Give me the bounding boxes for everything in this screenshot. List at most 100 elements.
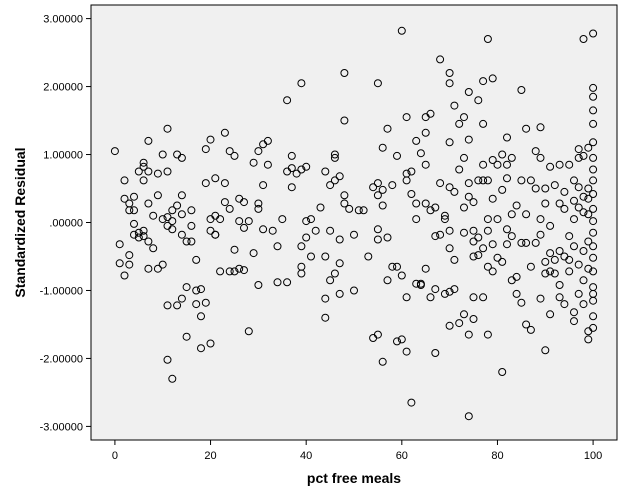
data-point [259,225,268,234]
data-point [503,240,511,249]
data-point [130,206,138,215]
data-point [412,279,421,288]
data-point [503,225,511,234]
data-point [163,213,172,222]
data-point [426,293,435,302]
data-point [589,29,598,38]
data-point [584,264,593,273]
data-point [120,271,129,280]
data-point [460,228,468,237]
data-point [397,335,406,344]
data-point [115,240,124,249]
x-tick-label: 20 [204,450,216,462]
data-point [345,204,354,213]
data-point [589,296,598,305]
data-point [570,215,578,224]
data-point [589,312,598,321]
data-point [388,181,397,190]
data-point [402,113,411,122]
data-point [273,278,282,287]
data-point [393,337,401,346]
data-point [546,249,555,258]
data-point [163,355,172,364]
data-point [483,215,492,224]
x-tick-label: 60 [396,450,408,462]
data-point [373,330,382,339]
data-point [340,199,349,208]
data-point [144,167,153,176]
data-point [373,79,382,88]
data-point [589,242,598,251]
data-point [445,138,454,147]
data-point [335,259,344,268]
data-point [469,315,478,323]
data-point [201,179,210,188]
data-point [450,285,459,294]
data-point [402,293,411,302]
data-point [263,160,272,169]
data-point [206,339,215,348]
data-point [464,135,473,144]
y-tick-label: 2.00000 [43,82,83,94]
data-point [579,208,588,217]
data-point [526,262,535,271]
data-point [464,412,473,421]
data-point [397,26,406,35]
data-point [144,199,153,208]
data-point [182,332,191,341]
data-point [570,308,578,317]
data-point [134,233,143,242]
data-point [550,181,559,190]
data-point [493,215,502,224]
data-point [536,153,545,162]
data-point [173,301,182,310]
data-point [134,167,143,176]
data-point [340,191,349,200]
data-point [460,113,468,122]
data-point [541,346,550,355]
data-point [297,79,306,88]
data-point [412,215,421,224]
data-point [589,83,598,92]
data-point [445,287,454,296]
data-point [517,176,526,185]
data-point [268,226,277,235]
data-point [220,179,229,188]
data-point [297,165,306,174]
data-point [378,201,387,210]
data-point [565,267,574,276]
data-point [373,235,382,244]
x-axis-ticks: 0 20 40 60 80 100 [112,440,602,462]
data-point [479,77,488,86]
data-point [307,215,315,224]
data-point [541,184,550,193]
data-point [201,298,210,307]
data-point [378,185,387,194]
data-point [488,194,497,203]
data-point [522,238,531,247]
data-point [407,398,416,407]
data-point [130,230,138,239]
x-tick-label: 80 [491,450,503,462]
data-point [469,252,478,261]
data-point [192,300,201,309]
data-point [197,285,205,294]
data-point [460,203,468,212]
data-point [469,226,478,235]
data-point [541,257,550,266]
data-point [330,176,339,185]
data-point [431,285,440,294]
data-point [330,269,339,278]
data-point [436,179,445,188]
data-point [469,237,478,246]
data-point [507,153,516,162]
data-point [460,153,468,162]
data-point [445,321,454,330]
data-point [517,238,526,247]
y-axis-title: Standardized Residual [12,147,28,297]
data-point [254,281,263,289]
data-point [388,262,397,271]
data-point [158,215,167,224]
y-tick-label: -3.00000 [40,421,83,433]
data-point [507,232,516,241]
